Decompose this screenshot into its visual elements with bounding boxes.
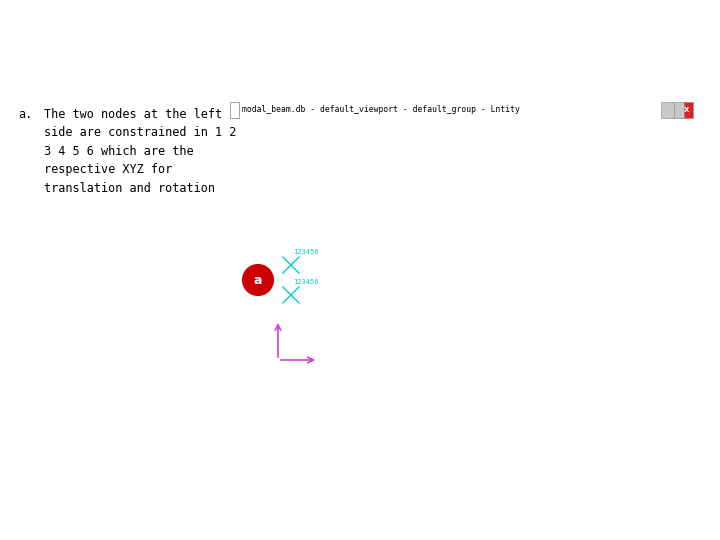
Bar bbox=[662, 102, 674, 118]
Bar bbox=[671, 102, 683, 118]
Text: a.: a. bbox=[18, 108, 32, 121]
Text: REALITY™: REALITY™ bbox=[56, 514, 95, 523]
Text: Software: Software bbox=[688, 514, 720, 523]
Text: X: X bbox=[322, 364, 328, 373]
Text: Y: Y bbox=[267, 307, 273, 316]
Text: 13: 13 bbox=[614, 513, 627, 523]
Bar bbox=[230, 102, 239, 118]
Text: simulating: simulating bbox=[9, 514, 63, 523]
Bar bbox=[680, 102, 693, 118]
Text: 123456: 123456 bbox=[293, 249, 318, 255]
Text: a: a bbox=[253, 273, 262, 287]
Text: 123456: 123456 bbox=[293, 279, 318, 285]
Text: X: X bbox=[684, 106, 690, 113]
Text: Boundary Condition Summary: Boundary Condition Summary bbox=[7, 6, 309, 24]
Text: The two nodes at the left
side are constrained in 1 2
3 4 5 6 which are the
resp: The two nodes at the left side are const… bbox=[44, 108, 236, 195]
Text: MSC: MSC bbox=[662, 513, 686, 523]
Text: modal_beam.db - default_viewport - default_group - Lntity: modal_beam.db - default_viewport - defau… bbox=[243, 105, 521, 114]
Circle shape bbox=[243, 265, 273, 295]
